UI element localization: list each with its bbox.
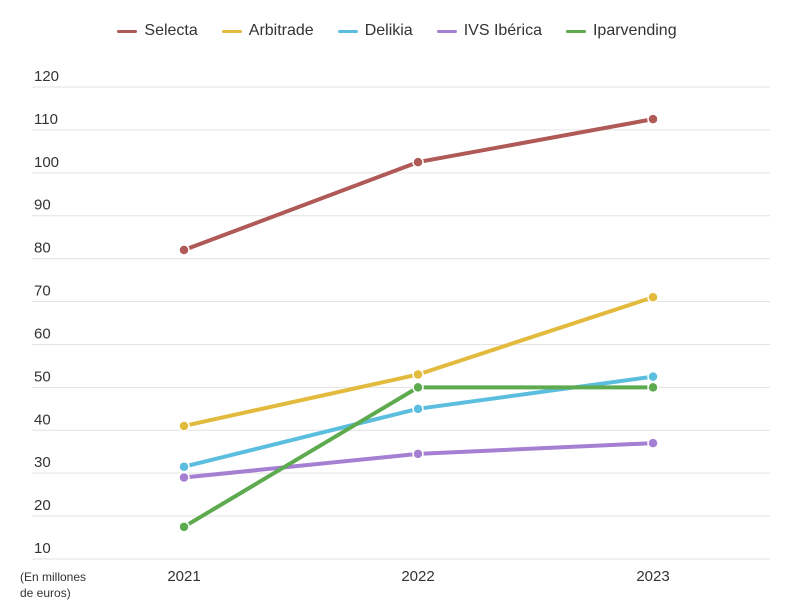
y-tick-label: 20 [34, 497, 51, 514]
data-point-delikia-2022[interactable] [412, 403, 424, 415]
data-point-arbitrade-2021[interactable] [178, 420, 190, 432]
y-tick-label: 90 [34, 197, 51, 214]
unit-label-line2: de euros) [20, 586, 71, 600]
legend-swatch [117, 29, 138, 33]
data-point-ivs-iberica-2022[interactable] [412, 448, 424, 460]
x-tick-label-2023: 2023 [636, 568, 669, 585]
legend-label: IVS Ibérica [463, 22, 542, 39]
data-point-iparvending-2023[interactable] [647, 381, 659, 394]
series-selecta [178, 113, 659, 256]
legend-item-arbitrade[interactable]: Arbitrade [221, 22, 314, 40]
data-point-iparvending-2021[interactable] [178, 521, 190, 533]
y-tick-label: 100 [34, 154, 59, 171]
legend-label: Iparvending [592, 22, 677, 39]
y-tick-label: 30 [34, 454, 51, 471]
data-point-iparvending-2022[interactable] [412, 381, 424, 394]
y-tick-label: 10 [34, 540, 51, 557]
legend-label: Arbitrade [248, 22, 314, 39]
unit-label-line1: (En millones [20, 570, 86, 584]
y-tick-label: 50 [34, 368, 51, 385]
x-tick-label-2021: 2021 [167, 568, 200, 585]
series-iparvending [178, 381, 659, 533]
legend-swatch [221, 29, 242, 33]
data-point-delikia-2021[interactable] [178, 460, 190, 473]
legend-label: Selecta [144, 22, 198, 39]
data-point-arbitrade-2022[interactable] [412, 368, 424, 381]
series-line-selecta [182, 117, 655, 253]
legend-item-ivs-iberica[interactable]: IVS Ibérica [436, 22, 542, 40]
data-point-selecta-2021[interactable] [178, 244, 190, 256]
gridlines [32, 86, 770, 560]
legend-item-selecta[interactable]: Selecta [117, 22, 198, 40]
data-point-selecta-2023[interactable] [647, 113, 659, 125]
series-arbitrade [178, 291, 659, 432]
y-tick-label: 40 [34, 411, 51, 428]
legend-swatch [337, 29, 358, 33]
series-ivs-iberica [178, 437, 659, 484]
data-point-delikia-2023[interactable] [647, 370, 659, 383]
data-point-ivs-iberica-2021[interactable] [178, 471, 190, 484]
legend-label: Delikia [364, 22, 413, 39]
y-tick-label: 70 [34, 283, 51, 300]
y-tick-label: 120 [34, 68, 59, 85]
y-tick-label: 110 [34, 111, 58, 128]
legend-item-iparvending[interactable]: Iparvending [565, 22, 677, 40]
legend-item-delikia[interactable]: Delikia [337, 22, 413, 40]
legend-swatch [565, 29, 586, 33]
chart-legend: Selecta Arbitrade Delikia IVS Ibérica Iparve… [0, 19, 794, 43]
data-point-selecta-2022[interactable] [412, 156, 424, 168]
series-lines [178, 113, 659, 533]
y-tick-label: 80 [34, 240, 51, 257]
legend-swatch [436, 29, 457, 33]
data-point-arbitrade-2023[interactable] [647, 291, 659, 304]
x-axis-ticks: (En millones de euros) 2021 2022 2023 [20, 568, 670, 600]
y-tick-label: 60 [34, 325, 51, 342]
y-axis-ticks: 10 20 30 40 50 60 70 80 90 100 110 120 [34, 68, 59, 557]
x-tick-label-2022: 2022 [401, 568, 434, 585]
data-point-ivs-iberica-2023[interactable] [647, 437, 659, 449]
